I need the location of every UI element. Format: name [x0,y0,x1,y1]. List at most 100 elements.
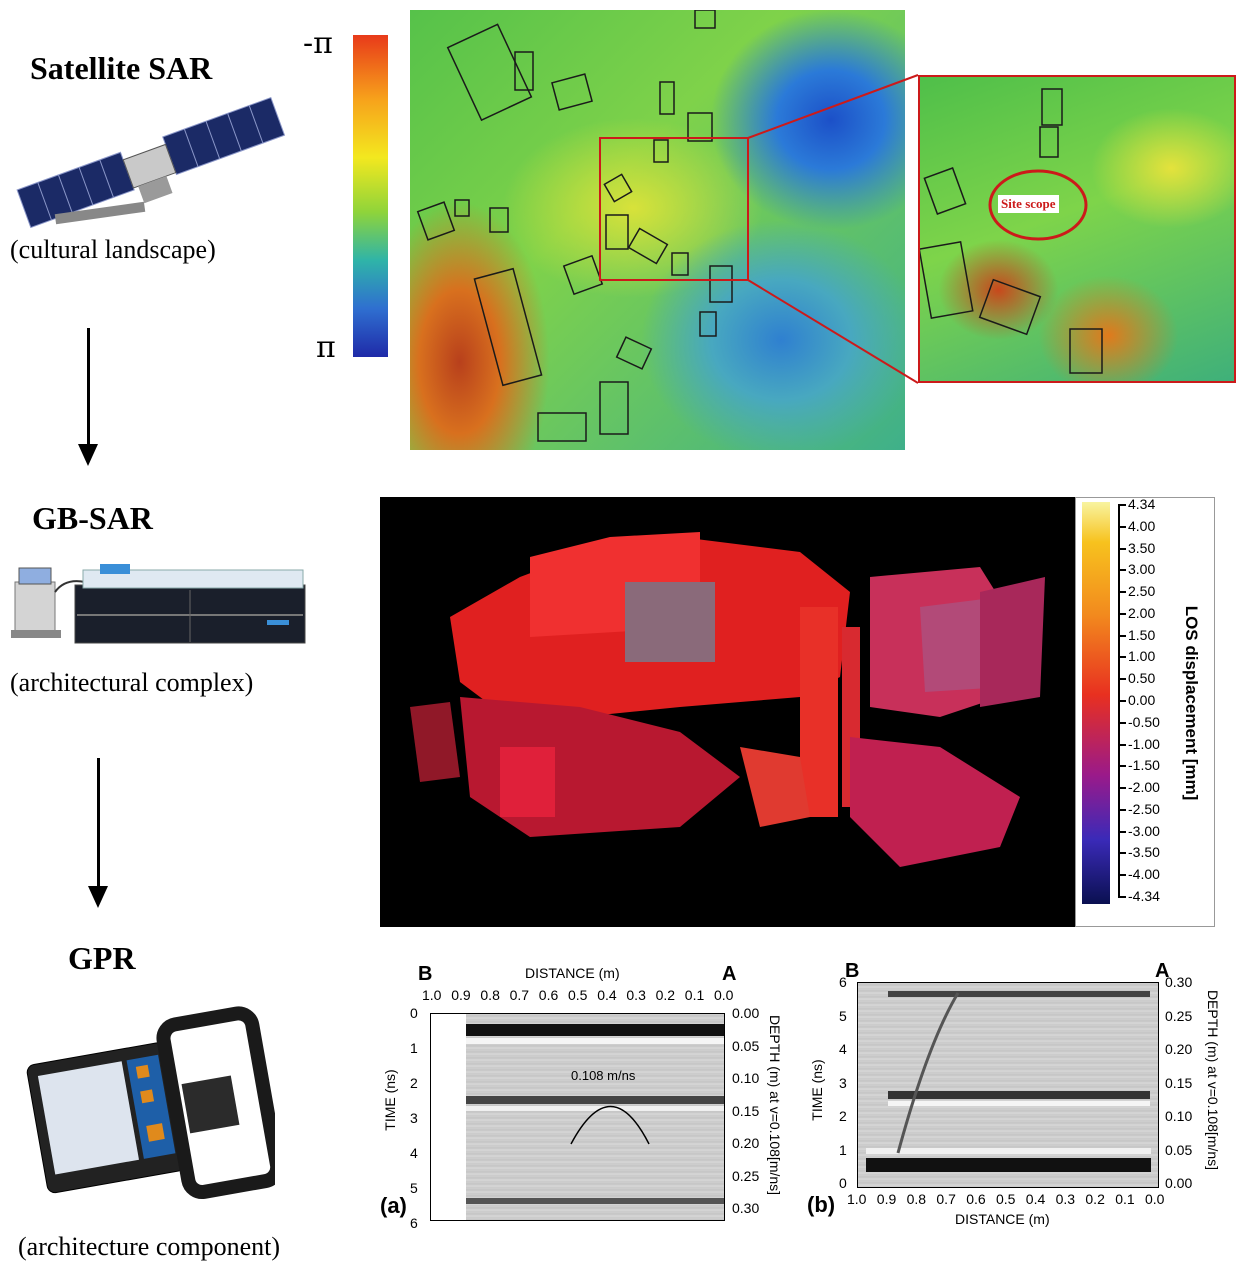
gpr-a-right-tick-label: 0.20 [732,1135,760,1151]
gpr-b-bottom-tick-label: 0.8 [906,1191,927,1207]
gpr-b-left-axis-title: TIME (ns) [809,1059,825,1121]
point-cloud-buildings [410,532,1045,867]
gpr-b-bottom-tick-label: 0.7 [936,1191,956,1207]
gpr-b-bottom-tick-label: 1.0 [847,1191,867,1207]
gbsar-tick-label: 2.00 [1128,604,1156,621]
gpr-caption: (architecture component) [18,1232,281,1261]
gpr-b-diffraction [896,992,960,1154]
phase-colorbar [353,35,388,357]
gbsar-tick-label: -4.00 [1128,866,1160,883]
gpr-b-left-tick-label: 3 [839,1074,847,1091]
gpr-b-right-axis-title: DEPTH (m) at v=0.108[m/ns] [1205,989,1221,1171]
gbsar-tick-mark [1118,569,1126,572]
gpr-b-reflector-2 [888,1091,1150,1099]
gbsar-tick-mark [1118,721,1126,724]
gpr-device-icon [26,1006,275,1200]
gpr-b-panel-label: (b) [807,1192,836,1217]
gpr-a-panel-label: (a) [380,1193,407,1218]
gpr-b-reflector-4 [866,1158,1151,1172]
gpr-a-plot-frame: 0.108 m/ns [430,1013,725,1221]
gbsar-tick-mark [1118,678,1126,681]
gpr-b-bottom-tick-label: 0.6 [966,1191,986,1207]
gpr-a-reflector-1 [466,1024,724,1036]
gpr-b-left-tick-label: 0 [839,1175,847,1191]
gpr-a-reflector-2 [466,1038,724,1044]
gpr-b-left-tick-label: 5 [839,1007,847,1024]
gpr-b-reflector-3 [888,1101,1150,1106]
arrow-head-2 [88,886,108,908]
gbsar-tick-label: 0.00 [1128,692,1156,708]
gpr-a-hyperbola [570,1105,650,1145]
gpr-a-left-tick-label: 5 [410,1180,418,1196]
gbsar-tick-mark [1118,612,1126,615]
gbsar-device-icon [11,564,306,644]
gbsar-title: GB-SAR [32,500,153,536]
gbsar-tick-label: 3.00 [1128,561,1156,578]
gpr-b-plot-frame [857,982,1159,1188]
gpr-a-top-tick-label: 0.6 [538,987,559,1003]
gbsar-tick-label: -4.34 [1128,888,1160,904]
gpr-b-bottom-axis-title: DISTANCE (m) [955,1211,1050,1227]
gbsar-tick-label: -1.50 [1128,757,1160,774]
gpr-a-left-tick-label: 3 [410,1110,418,1126]
gpr-a-right-tick-label: 0.00 [732,1005,760,1021]
gpr-a-top-tick-label: 0.9 [451,987,471,1003]
gpr-a-right-tick-label: 0.05 [732,1037,760,1054]
gbsar-tick-label: 1.00 [1128,648,1156,665]
gpr-b-left-tick-label: 2 [839,1108,847,1124]
gpr-a-left-tick-label: 1 [410,1040,418,1056]
gbsar-tick-label: -1.00 [1128,735,1160,752]
gbsar-tick-label: -2.00 [1128,779,1160,796]
gbsar-tick-label: 3.50 [1128,539,1156,556]
arrow-down-2 [97,758,100,888]
gpr-b-bottom-tick-label: 0.4 [1025,1191,1046,1207]
gbsar-tick-mark [1118,874,1126,877]
inset-zoom-map: Site scope [918,75,1236,383]
zoom-connector [747,74,919,384]
gpr-b-bottom-tick-label: 0.1 [1115,1191,1135,1207]
gpr-a-top-tick-label: 0.8 [480,987,500,1003]
interferogram-map [410,10,905,450]
gpr-a-right-tick-label: 0.15 [732,1102,760,1119]
gpr-b-bottom-tick-label: 0.5 [996,1191,1016,1207]
gpr-title: GPR [68,940,136,976]
gpr-a-left-letter: B [418,963,433,985]
gbsar-caption: (architectural complex) [10,668,254,697]
gbsar-tick-mark [1118,700,1126,702]
site-scope-label: Site scope [998,195,1059,213]
gpr-a-reflector-5 [466,1198,724,1204]
gbsar-tick-mark [1118,591,1126,594]
gpr-a-velocity-label: 0.108 m/ns [571,1068,636,1083]
gpr-b-left-letter: B [845,960,860,982]
gbsar-tick-label: -2.50 [1128,800,1160,817]
arrow-head-1 [78,444,98,466]
gpr-radargram-b: B A 1.0 0.9 0.8 0.7 0.6 0.5 0.4 0.3 0.2 0.1 0.0 0 1… [805,960,1230,1230]
gbsar-tick-mark [1118,743,1126,746]
gpr-b-right-tick-label: 0.10 [1165,1108,1193,1124]
phase-top-label: -π [303,26,333,61]
gpr-a-radargram-image [466,1014,724,1220]
gpr-b-left-tick-label: 1 [839,1141,847,1158]
gpr-a-top-tick-label: 0.1 [684,987,705,1003]
gbsar-colorbar-title: LOS displacement [mm] [1182,605,1201,801]
gpr-a-reflector-4 [466,1106,724,1111]
gpr-a-right-letter: A [722,963,737,985]
gpr-a-top-tick-label: 0.2 [655,987,676,1003]
gpr-b-right-tick-label: 0.00 [1165,1175,1193,1191]
gpr-b-bottom-tick-label: 0.3 [1055,1191,1076,1207]
gpr-a-top-tick-label: 0.0 [714,987,734,1003]
gbsar-tick-mark [1118,808,1126,811]
gpr-a-left-tick-label: 6 [410,1215,418,1231]
gbsar-tick-label: 0.50 [1128,670,1156,687]
gbsar-tick-label: -3.00 [1128,822,1160,839]
gpr-a-left-tick-label: 0 [410,1005,418,1021]
arrow-down-1 [87,328,90,446]
gbsar-tick-mark [1118,765,1126,768]
gbsar-colorbar-frame: 4.34 4.00 3.50 3.00 2.50 2.00 1.50 1.00 0.50 0.00… [1075,496,1215,927]
gpr-a-right-tick-label: 0.10 [732,1070,760,1086]
gbsar-tick-label: 4.34 [1128,496,1156,512]
gpr-b-bottom-tick-label: 0.9 [876,1191,897,1207]
gbsar-tick-label: 1.50 [1128,626,1156,643]
gbsar-displacement-view [380,497,1075,927]
gpr-a-right-axis-title: DEPTH (m) at v=0.108[m/ns] [767,1014,783,1196]
